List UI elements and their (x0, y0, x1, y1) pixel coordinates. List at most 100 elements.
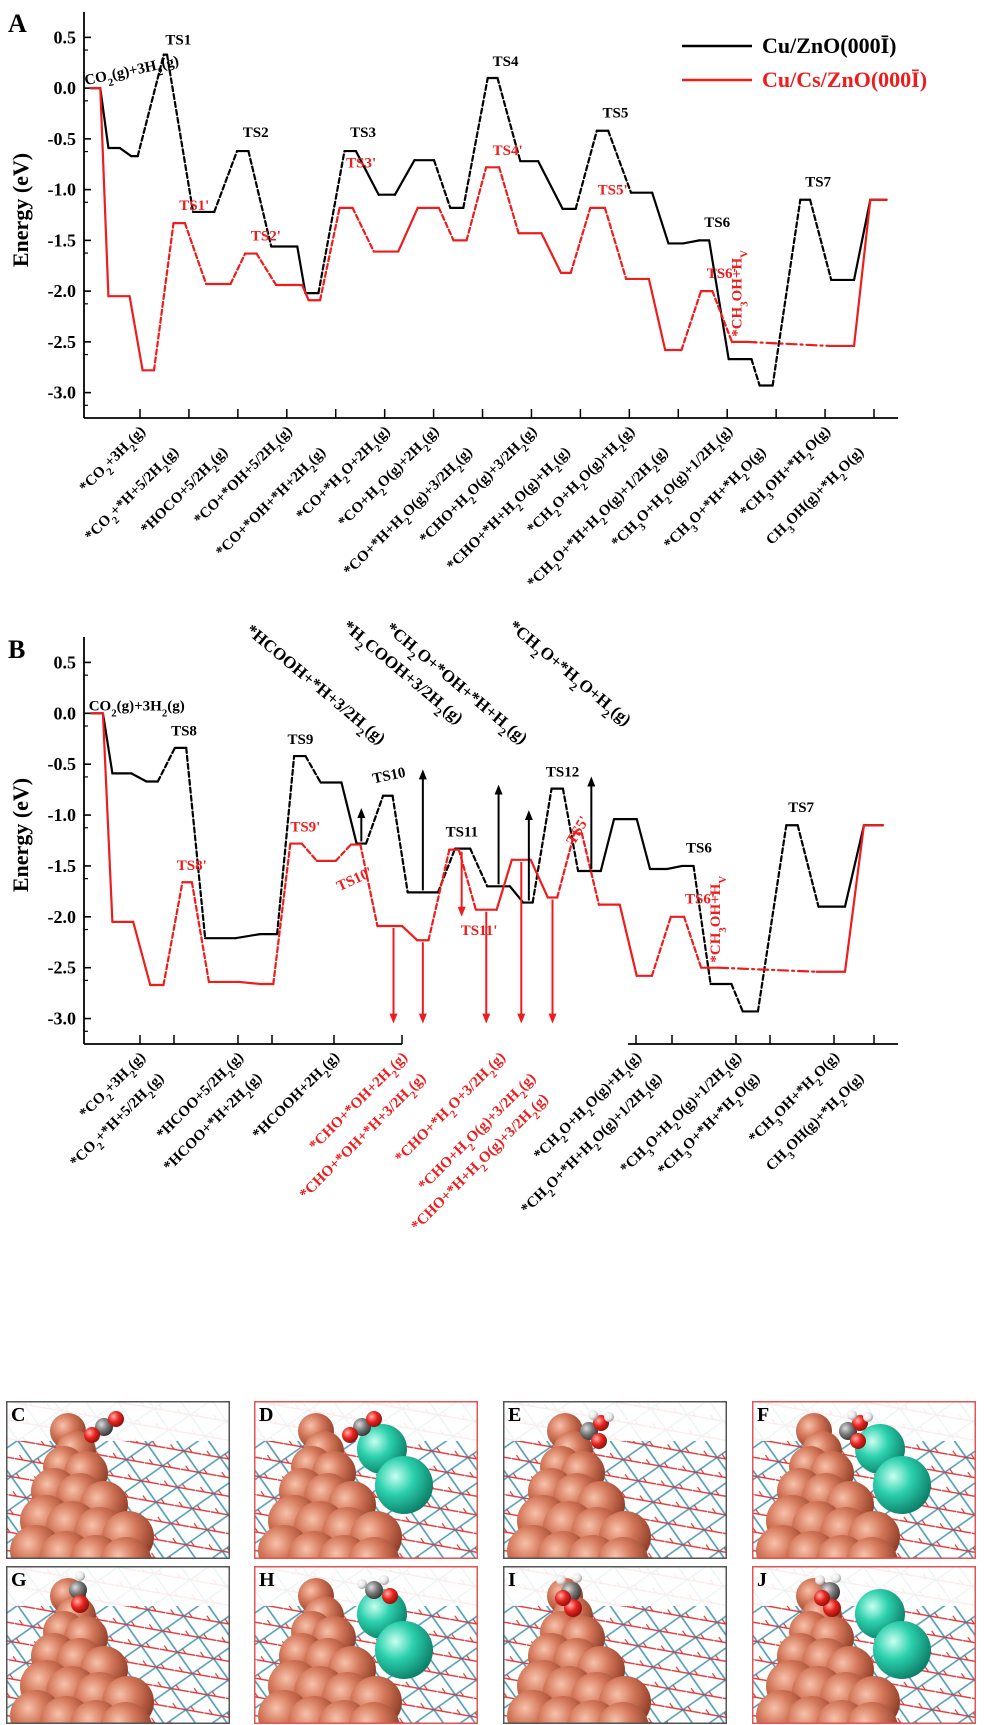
panel-b-state-labels: CO2(g)+3H2(g) TS8 TS9 TS10 TS11 TS12 TS6 TS7 TS8… (89, 698, 815, 962)
h-atom (815, 1575, 825, 1585)
o-atom (850, 1433, 866, 1449)
panel-b-arrows (357, 769, 596, 1024)
structure-content (6, 1401, 230, 1559)
cu-cs-zno-path-segment (745, 340, 831, 348)
state-label: *CH3OH+HV (708, 876, 729, 963)
cu-zno-path-segment (607, 129, 633, 194)
cu-zno-path-segment (304, 754, 322, 784)
state-label: TS11' (461, 923, 498, 939)
cu-zno-path-segment (275, 754, 296, 936)
lattice-top-fade (503, 1401, 727, 1441)
panel-letter: J (757, 1569, 767, 1591)
state-label: TS6' (707, 266, 737, 282)
panel-letter: G (11, 1569, 27, 1591)
structure-content (254, 1401, 478, 1559)
state-label: TS1' (179, 198, 209, 214)
y-tick-label: -2.0 (48, 907, 77, 927)
x-category-label: *CH3OH+*H2O(g) (737, 424, 837, 524)
panel-letter: H (259, 1569, 275, 1591)
cu-cs-zno-path-segment (711, 290, 734, 343)
cu-cs-zno-path-segment (400, 924, 419, 942)
cu-zno-path-segment (730, 982, 744, 1013)
state-label: TS3 (350, 125, 376, 141)
cu-zno-path-segment (574, 129, 598, 211)
cu-atom (846, 1702, 898, 1724)
cu-zno-path-segment (391, 794, 409, 894)
cu-atom (846, 1537, 898, 1559)
panel-b-x-categories: *CO2+3H2(g)*CO2+*H+5/2H2(g)*HCOO+5/2H2(g… (67, 1050, 867, 1238)
cu-zno-path-segment (599, 818, 616, 873)
x-category-label: CH3OH(g)+*H2O(g) (763, 444, 871, 552)
cu-zno-path-segment (531, 787, 553, 904)
cu-zno-path-segment (247, 149, 273, 248)
y-tick-label: 0.0 (54, 703, 77, 723)
cu-cs-zno-path-segment (132, 920, 152, 987)
o-atom (591, 1433, 607, 1449)
cu-zno-path-segment (213, 149, 239, 214)
cu-cs-zno-path-segment (529, 858, 549, 899)
cu-atom (348, 1702, 400, 1724)
structure-content (503, 1566, 727, 1724)
h-atom (357, 1579, 367, 1589)
cu-cs-zno-path-segment (334, 843, 353, 862)
panel-letter: E (508, 1404, 521, 1426)
y-tick-label: 0.5 (54, 652, 77, 672)
cu-cs-zno-path-segment (495, 858, 513, 911)
y-tick-label: 0.5 (54, 27, 77, 47)
o-atom (342, 1427, 358, 1443)
o-atom (555, 1590, 571, 1606)
c-atom (95, 1418, 113, 1436)
cu-zno-path-segment (635, 818, 652, 871)
cu-atom (348, 1537, 400, 1559)
state-label: TS8' (177, 858, 207, 874)
cu-cs-zno-path-segment (465, 166, 488, 242)
h-atom (604, 1412, 614, 1422)
panel-a-letter: A (8, 9, 27, 38)
cu-cs-zno-path-segment (255, 252, 278, 287)
state-label: TS5 (603, 106, 629, 122)
cs-atom (375, 1456, 433, 1514)
state-label: TS5' (564, 814, 593, 848)
cu-zno-path-segment (561, 787, 580, 873)
structure-panel-f: F (752, 1401, 976, 1559)
cu-zno-path-segment (317, 149, 346, 295)
cu-cs-zno-path-segment (852, 198, 872, 348)
cu-zno-path-segment (354, 149, 380, 196)
cu-cs-zno-path-segment (437, 206, 455, 242)
y-tick-label: -1.0 (48, 180, 77, 200)
cu-zno-path-segment (750, 358, 761, 387)
structure-panel-j: J (752, 1566, 976, 1724)
panel-b-y-axis-label: Energy (eV) (8, 778, 33, 892)
structure-panel-c: C (6, 1401, 230, 1559)
cu-zno-path-segment (364, 794, 385, 845)
y-tick-label: -2.0 (48, 281, 77, 301)
panel-b: B Energy (eV) 0.5 0.0 -0.5 -1.0 -1.5 -2.0 -2.5… (8, 617, 898, 1238)
lattice-top-fade (503, 1566, 727, 1606)
structure-panel-i: I (503, 1566, 727, 1724)
structure-panel-e: E (503, 1401, 727, 1559)
cu-cs-zno-path-segment (359, 843, 379, 928)
panel-frame (254, 1566, 478, 1724)
cu-zno-path-segment (651, 191, 670, 245)
state-label: TS9 (288, 732, 314, 748)
y-tick-label: -3.0 (48, 383, 77, 403)
state-label: TS7 (805, 175, 831, 191)
y-tick-label: -1.5 (48, 230, 77, 250)
cu-cs-zno-path-segment (183, 222, 208, 286)
cu-cs-zno-path-segment (300, 842, 318, 862)
structure-panel-g: G (6, 1566, 230, 1724)
cu-zno-path-segment (185, 746, 207, 940)
legend-label: Cu/Cs/ZnO(000Ī) (762, 67, 927, 92)
state-label: TS9' (290, 819, 320, 835)
h-atom (572, 1573, 582, 1583)
cu-cs-zno-path-segment (556, 832, 576, 899)
cu-zno-path-segment (852, 198, 872, 282)
o-atom (84, 1427, 100, 1443)
cu-cs-zno-path-segment (318, 206, 341, 302)
x-category-label: *CHO+*H+H2O(g)+3/2H2(g) (408, 1091, 555, 1238)
cu-zno-path-segment (136, 53, 165, 158)
cu-zno-path-segment (537, 160, 564, 211)
panel-a-x-categories: *CO2+3H2(g)*CO2+*H+5/2H2(g)*HOCO+5/2H2(g… (77, 424, 871, 592)
cu-zno-path-segment (130, 772, 148, 783)
cu-cs-zno-path-segment (238, 980, 262, 986)
